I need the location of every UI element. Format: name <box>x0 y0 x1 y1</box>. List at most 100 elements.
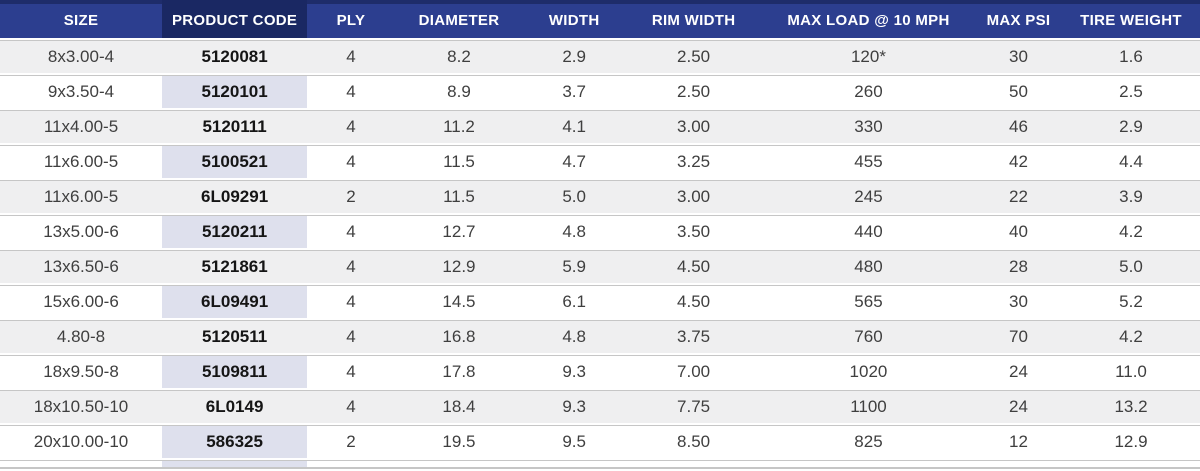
cell-tire-weight: 4.2 <box>1061 215 1200 250</box>
cell-product-code: 5120081 <box>162 40 308 75</box>
cell-tire-weight: 5.0 <box>1061 250 1200 285</box>
cell-size: 11x4.00-5 <box>0 110 162 145</box>
cell-size: 11x6.00-5 <box>0 180 162 215</box>
table-row: 11x6.00-5 5100521 4 11.5 4.7 3.25 455 42 4.4 <box>0 145 1200 180</box>
column-header-max-psi: MAX PSI <box>974 0 1062 40</box>
cell-tire-weight: 4.2 <box>1061 320 1200 355</box>
cell-rim-width: 4.50 <box>625 285 762 320</box>
column-header-size: SIZE <box>0 0 162 40</box>
header-row: SIZE PRODUCT CODE PLY DIAMETER WIDTH RIM WIDT… <box>0 0 1200 40</box>
cell-product-code: 6L09491 <box>162 285 308 320</box>
cell-max-psi: 24 <box>974 390 1062 425</box>
cell-width: 9.5 <box>523 425 626 460</box>
cell-max-psi: 50 <box>974 75 1062 110</box>
table-row: 8x3.00-4 5120081 4 8.2 2.9 2.50 120* 30 1.6 <box>0 40 1200 75</box>
cell-rim-width: 2.50 <box>625 40 762 75</box>
cell-diameter: 16.8 <box>394 320 524 355</box>
cell-tire-weight: 4.4 <box>1061 145 1200 180</box>
cell-size: 11x6.00-5 <box>0 145 162 180</box>
column-header-rim-width: RIM WIDTH <box>625 0 762 40</box>
cell-width: 4.8 <box>523 215 626 250</box>
cell-width: 9.3 <box>523 355 626 390</box>
table-row: 15x6.00-6 6L09491 4 14.5 6.1 4.50 565 30 5.2 <box>0 285 1200 320</box>
cell-ply: 2 <box>307 425 395 460</box>
cell-max-load: 260 <box>761 75 975 110</box>
cell-ply: 4 <box>307 250 395 285</box>
cell-max-psi: 22 <box>974 180 1062 215</box>
cell-diameter: 12.7 <box>394 215 524 250</box>
cell-diameter: 8.9 <box>394 75 524 110</box>
cell-width: 5.9 <box>523 250 626 285</box>
cell-width: 9.3 <box>523 390 626 425</box>
cell-diameter: 11.5 <box>394 180 524 215</box>
cell-tire-weight: 12.9 <box>1061 425 1200 460</box>
cell-rim-width: 7.00 <box>625 355 762 390</box>
cell-ply: 4 <box>307 40 395 75</box>
cell-width: 5.0 <box>523 180 626 215</box>
cell-ply: 4 <box>307 110 395 145</box>
cell-tire-weight: 5.2 <box>1061 285 1200 320</box>
cell-size: 13x5.00-6 <box>0 215 162 250</box>
cell-max-psi: 40 <box>974 215 1062 250</box>
footer-cell-width <box>523 460 626 469</box>
cell-max-load: 480 <box>761 250 975 285</box>
cell-width: 6.1 <box>523 285 626 320</box>
cell-tire-weight: 13.2 <box>1061 390 1200 425</box>
cell-max-load: 1100 <box>761 390 975 425</box>
cell-ply: 4 <box>307 355 395 390</box>
cell-size: 15x6.00-6 <box>0 285 162 320</box>
cell-rim-width: 2.50 <box>625 75 762 110</box>
cell-ply: 4 <box>307 320 395 355</box>
cell-size: 9x3.50-4 <box>0 75 162 110</box>
table-row: 11x4.00-5 5120111 4 11.2 4.1 3.00 330 46 2.9 <box>0 110 1200 145</box>
cell-size: 13x6.50-6 <box>0 250 162 285</box>
cell-max-psi: 24 <box>974 355 1062 390</box>
cell-size: 18x9.50-8 <box>0 355 162 390</box>
table-body: 8x3.00-4 5120081 4 8.2 2.9 2.50 120* 30 1.6 9x3.5… <box>0 40 1200 469</box>
cell-rim-width: 3.50 <box>625 215 762 250</box>
cell-rim-width: 7.75 <box>625 390 762 425</box>
cell-diameter: 19.5 <box>394 425 524 460</box>
footer-cell-ply <box>307 460 395 469</box>
cell-width: 4.1 <box>523 110 626 145</box>
cell-rim-width: 8.50 <box>625 425 762 460</box>
cell-tire-weight: 2.5 <box>1061 75 1200 110</box>
cell-tire-weight: 2.9 <box>1061 110 1200 145</box>
cell-product-code: 586325 <box>162 425 308 460</box>
cell-diameter: 11.2 <box>394 110 524 145</box>
table-row: 11x6.00-5 6L09291 2 11.5 5.0 3.00 245 22 3.9 <box>0 180 1200 215</box>
footer-cell-rim-width <box>625 460 762 469</box>
cell-diameter: 8.2 <box>394 40 524 75</box>
cell-max-load: 120* <box>761 40 975 75</box>
footer-cell-max-psi <box>974 460 1062 469</box>
cell-ply: 4 <box>307 285 395 320</box>
cell-rim-width: 3.25 <box>625 145 762 180</box>
cell-ply: 4 <box>307 390 395 425</box>
cell-tire-weight: 11.0 <box>1061 355 1200 390</box>
cell-width: 2.9 <box>523 40 626 75</box>
cell-diameter: 11.5 <box>394 145 524 180</box>
cell-size: 8x3.00-4 <box>0 40 162 75</box>
cell-rim-width: 3.75 <box>625 320 762 355</box>
cell-tire-weight: 3.9 <box>1061 180 1200 215</box>
cell-max-load: 1020 <box>761 355 975 390</box>
cell-size: 20x10.00-10 <box>0 425 162 460</box>
column-header-tire-weight: TIRE WEIGHT <box>1061 0 1200 40</box>
cell-diameter: 18.4 <box>394 390 524 425</box>
cell-diameter: 14.5 <box>394 285 524 320</box>
cell-product-code: 5120511 <box>162 320 308 355</box>
footer-cell-max-load <box>761 460 975 469</box>
column-header-diameter: DIAMETER <box>394 0 524 40</box>
table-row: 20x10.00-10 586325 2 19.5 9.5 8.50 825 12 12.9 <box>0 425 1200 460</box>
cell-diameter: 12.9 <box>394 250 524 285</box>
table-header: SIZE PRODUCT CODE PLY DIAMETER WIDTH RIM WIDT… <box>0 0 1200 40</box>
cell-size: 18x10.50-10 <box>0 390 162 425</box>
cell-ply: 4 <box>307 75 395 110</box>
cell-max-psi: 28 <box>974 250 1062 285</box>
cell-width: 4.8 <box>523 320 626 355</box>
column-header-product-code: PRODUCT CODE <box>162 0 308 40</box>
cell-max-load: 440 <box>761 215 975 250</box>
footer-cell-size <box>0 460 162 469</box>
cell-rim-width: 3.00 <box>625 110 762 145</box>
